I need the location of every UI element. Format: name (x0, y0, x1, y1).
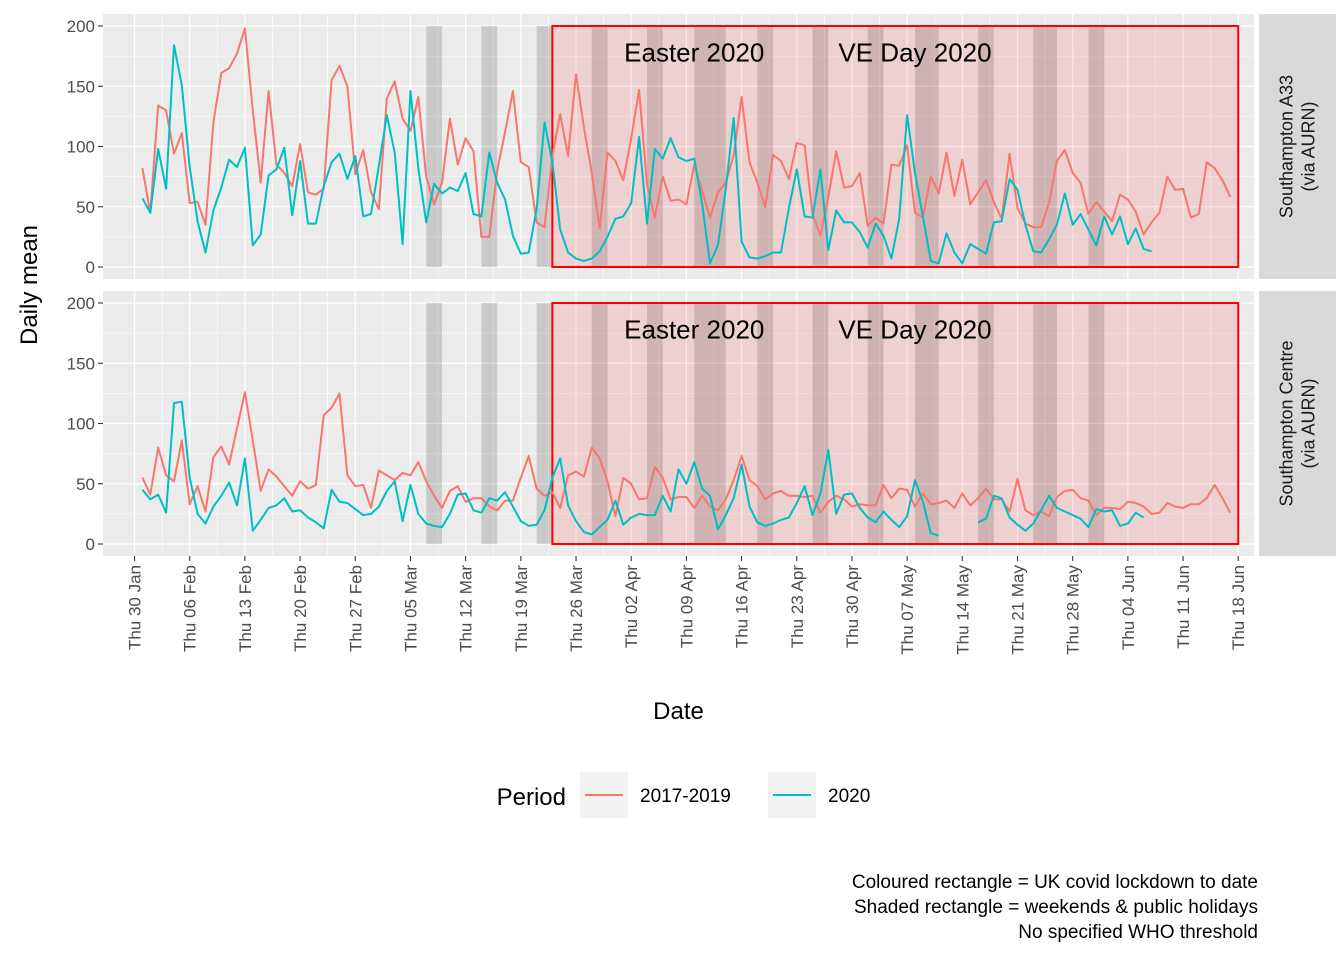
series-line-2020 (141, 400, 939, 537)
shaded-period (978, 303, 994, 544)
annotation-label: VE Day 2020 (838, 315, 991, 345)
shaded-period (536, 303, 553, 544)
shaded-period (978, 26, 994, 267)
shaded-period (1033, 303, 1057, 544)
strip-background (1259, 14, 1336, 279)
x-tick-label: Thu 04 Jun (1119, 565, 1138, 650)
strip-label-line: Southampton A33 (1277, 75, 1297, 218)
series-line-2020 (977, 494, 1145, 532)
caption: Coloured rectangle = UK covid lockdown t… (852, 870, 1258, 945)
x-axis-title: Date (653, 698, 704, 725)
shaded-period (1033, 26, 1057, 267)
y-tick-label: 0 (86, 258, 95, 277)
x-tick-label: Thu 12 Mar (457, 565, 476, 652)
x-tick-label: Thu 28 May (1064, 565, 1083, 655)
shaded-period (757, 303, 774, 544)
strip-background (1259, 291, 1336, 556)
strip-label: Southampton A33 (via AURN) (1277, 75, 1319, 218)
shaded-period (757, 26, 774, 267)
y-tick-label: 100 (67, 138, 95, 157)
x-tick-label: Thu 30 Apr (843, 565, 862, 649)
panel-2: Easter 2020 VE Day 2020 0 50 100 150 200 Southa… (67, 291, 1336, 556)
shaded-period (867, 26, 884, 267)
y-tick-label: 150 (67, 77, 95, 96)
x-tick-label: Thu 16 Apr (733, 565, 752, 649)
caption-line-1: Coloured rectangle = UK covid lockdown t… (851, 872, 1258, 893)
x-tick-label: Thu 23 Apr (788, 565, 807, 649)
x-tick-label: Thu 02 Apr (622, 565, 641, 649)
x-tick-label: Thu 07 May (898, 565, 917, 655)
shaded-period (812, 303, 829, 544)
shaded-period (694, 303, 726, 544)
y-tick-label: 50 (76, 475, 95, 494)
y-tick-label: 200 (67, 17, 95, 36)
annotation-label: Easter 2020 (624, 315, 764, 345)
legend-title: Period (497, 784, 566, 811)
caption-line-2: Shaded rectangle = weekends & public hol… (853, 897, 1258, 918)
series-line-2017-2019 (141, 391, 1232, 518)
strip-label-line: (via AURN) (1299, 378, 1319, 468)
caption-line-3: No specified WHO threshold (1018, 922, 1258, 943)
y-tick-label: 200 (67, 294, 95, 313)
x-tick-label: Thu 21 May (1008, 565, 1027, 655)
y-axis-title: Daily mean (16, 225, 43, 345)
x-tick-label: Thu 13 Feb (236, 565, 255, 652)
x-tick-label: Thu 27 Feb (346, 565, 365, 652)
strip-label: Southampton Centre (via AURN) (1277, 340, 1319, 506)
shaded-period (915, 303, 939, 544)
series-line-2020 (141, 44, 1152, 265)
y-tick-label: 100 (67, 415, 95, 434)
shaded-period (1088, 303, 1105, 544)
x-tick-label: Thu 20 Feb (291, 565, 310, 652)
x-tick-label: Thu 09 Apr (677, 565, 696, 649)
shaded-period (591, 303, 608, 544)
x-tick-label: Thu 06 Feb (181, 565, 200, 652)
annotation-label: VE Day 2020 (838, 38, 991, 68)
x-tick-label: Thu 11 Jun (1174, 565, 1193, 649)
y-tick-label: 0 (86, 535, 95, 554)
shaded-period (426, 303, 442, 544)
shaded-period (646, 26, 663, 267)
annotation-label: Easter 2020 (624, 38, 764, 68)
shaded-period (481, 303, 498, 544)
shaded-period (426, 26, 442, 267)
shaded-period (536, 26, 553, 267)
x-tick-label: Thu 30 Jan (126, 565, 145, 650)
panel-1: Easter 2020 VE Day 2020 0 50 100 150 200 Southa… (67, 14, 1336, 279)
x-tick-label: Thu 05 Mar (401, 565, 420, 652)
y-tick-label: 50 (76, 198, 95, 217)
y-tick-label: 150 (67, 354, 95, 373)
legend-label: 2020 (828, 786, 870, 807)
shaded-period (867, 303, 884, 544)
x-tick-label: Thu 18 Jun (1229, 565, 1248, 650)
x-tick-label: Thu 14 May (953, 565, 972, 655)
strip-label-line: (via AURN) (1299, 101, 1319, 191)
strip-label-line: Southampton Centre (1277, 340, 1297, 506)
x-tick-label: Thu 19 Mar (512, 565, 531, 652)
x-tick-label: Thu 26 Mar (567, 565, 586, 652)
legend-label: 2017-2019 (640, 786, 731, 807)
